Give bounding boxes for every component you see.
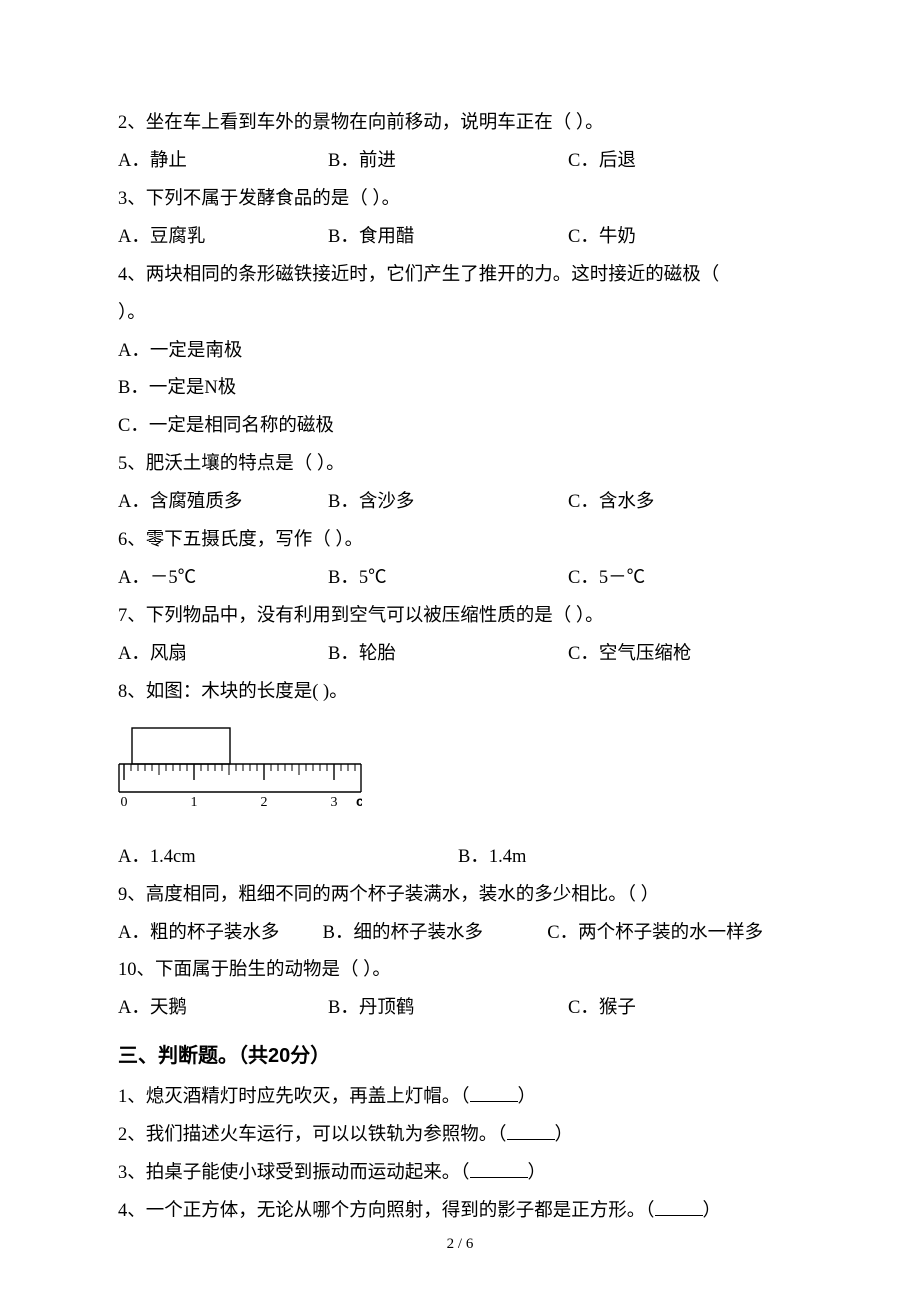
judge-1-blank <box>470 1083 518 1103</box>
judge-4-close: ） <box>703 1201 722 1221</box>
q8-opt-b: B．1.4m <box>458 839 526 877</box>
q5-opt-a: A．含腐殖质多 <box>118 484 328 522</box>
q6-options: A．－5℃ B．5℃ C．5－℃ <box>118 560 802 598</box>
q4-stem-2: ）。 <box>118 295 802 333</box>
q10-opt-a: A．天鹅 <box>118 990 328 1028</box>
judge-2-text: 2、我们描述火车运行，可以以铁轨为参照物。（ <box>118 1125 507 1145</box>
judge-1-close: ） <box>518 1087 537 1107</box>
section3-title: 三、判断题。（共20分） <box>118 1036 802 1077</box>
q3-opt-a: A．豆腐乳 <box>118 219 328 257</box>
q9-opt-b: B．细的杯子装水多 <box>323 915 543 953</box>
q6-opt-a: A．－5℃ <box>118 560 328 598</box>
judge-3-close: ） <box>528 1163 547 1183</box>
q8-stem: 8、如图：木块的长度是( )。 <box>118 674 802 712</box>
ruler-figure: 0 1 2 3 cm <box>118 722 802 827</box>
judge-2: 2、我们描述火车运行，可以以铁轨为参照物。（ ） <box>118 1117 802 1155</box>
judge-3-blank <box>470 1159 528 1179</box>
q4-opt-a: A．一定是南极 <box>118 333 802 371</box>
judge-2-blank <box>507 1121 555 1141</box>
svg-text:2: 2 <box>261 795 268 810</box>
q7-opt-a: A．风扇 <box>118 636 328 674</box>
q3-options: A．豆腐乳 B．食用醋 C．牛奶 <box>118 219 802 257</box>
page-number: 2 / 6 <box>0 1229 920 1260</box>
q4-stem-1: 4、两块相同的条形磁铁接近时，它们产生了推开的力。这时接近的磁极（ <box>118 257 802 295</box>
q6-opt-b: B．5℃ <box>328 560 568 598</box>
q4-opt-b: B．一定是N极 <box>118 370 802 408</box>
q9-stem: 9、高度相同，粗细不同的两个杯子装满水，装水的多少相比。（ ） <box>118 877 802 915</box>
q4-opt-c: C．一定是相同名称的磁极 <box>118 408 802 446</box>
q9-opt-a: A．粗的杯子装水多 <box>118 915 318 953</box>
q6-opt-c: C．5－℃ <box>568 560 645 598</box>
svg-text:3: 3 <box>331 795 338 810</box>
q10-opt-b: B．丹顶鹤 <box>328 990 568 1028</box>
q9-opt-c: C．两个杯子装的水一样多 <box>547 923 763 943</box>
q2-opt-c: C．后退 <box>568 143 636 181</box>
q10-stem: 10、下面属于胎生的动物是（ ）。 <box>118 952 802 990</box>
q5-options: A．含腐殖质多 B．含沙多 C．含水多 <box>118 484 802 522</box>
q6-stem: 6、零下五摄氏度，写作（ ）。 <box>118 522 802 560</box>
q5-opt-c: C．含水多 <box>568 484 654 522</box>
q2-opt-a: A．静止 <box>118 143 328 181</box>
q7-stem: 7、下列物品中，没有利用到空气可以被压缩性质的是（ ）。 <box>118 598 802 636</box>
q2-stem: 2、坐在车上看到车外的景物在向前移动，说明车正在（ ）。 <box>118 105 802 143</box>
svg-text:0: 0 <box>121 795 128 810</box>
judge-1-text: 1、熄灭酒精灯时应先吹灭，再盖上灯帽。（ <box>118 1087 470 1107</box>
q8-options: A．1.4cm B．1.4m <box>118 839 802 877</box>
ruler-svg: 0 1 2 3 cm <box>118 722 362 812</box>
q7-opt-b: B．轮胎 <box>328 636 568 674</box>
q7-options: A．风扇 B．轮胎 C．空气压缩枪 <box>118 636 802 674</box>
judge-2-close: ） <box>555 1125 574 1145</box>
svg-text:cm: cm <box>356 793 362 809</box>
q2-options: A．静止 B．前进 C．后退 <box>118 143 802 181</box>
q7-opt-c: C．空气压缩枪 <box>568 636 691 674</box>
svg-text:1: 1 <box>191 795 198 810</box>
q5-stem: 5、肥沃土壤的特点是（ ）。 <box>118 446 802 484</box>
q3-opt-c: C．牛奶 <box>568 219 636 257</box>
q9-options: A．粗的杯子装水多 B．细的杯子装水多 C．两个杯子装的水一样多 <box>118 915 802 953</box>
judge-4-text: 4、一个正方体，无论从哪个方向照射，得到的影子都是正方形。（ <box>118 1201 655 1221</box>
q5-opt-b: B．含沙多 <box>328 484 568 522</box>
judge-1: 1、熄灭酒精灯时应先吹灭，再盖上灯帽。（ ） <box>118 1079 802 1117</box>
q10-opt-c: C．猴子 <box>568 990 636 1028</box>
judge-3-text: 3、拍桌子能使小球受到振动而运动起来。（ <box>118 1163 470 1183</box>
q8-opt-a: A．1.4cm <box>118 839 458 877</box>
q10-options: A．天鹅 B．丹顶鹤 C．猴子 <box>118 990 802 1028</box>
judge-4: 4、一个正方体，无论从哪个方向照射，得到的影子都是正方形。（ ） <box>118 1193 802 1231</box>
judge-3: 3、拍桌子能使小球受到振动而运动起来。（ ） <box>118 1155 802 1193</box>
q2-opt-b: B．前进 <box>328 143 568 181</box>
q3-stem: 3、下列不属于发酵食品的是（ ）。 <box>118 181 802 219</box>
judge-4-blank <box>655 1197 703 1217</box>
q3-opt-b: B．食用醋 <box>328 219 568 257</box>
